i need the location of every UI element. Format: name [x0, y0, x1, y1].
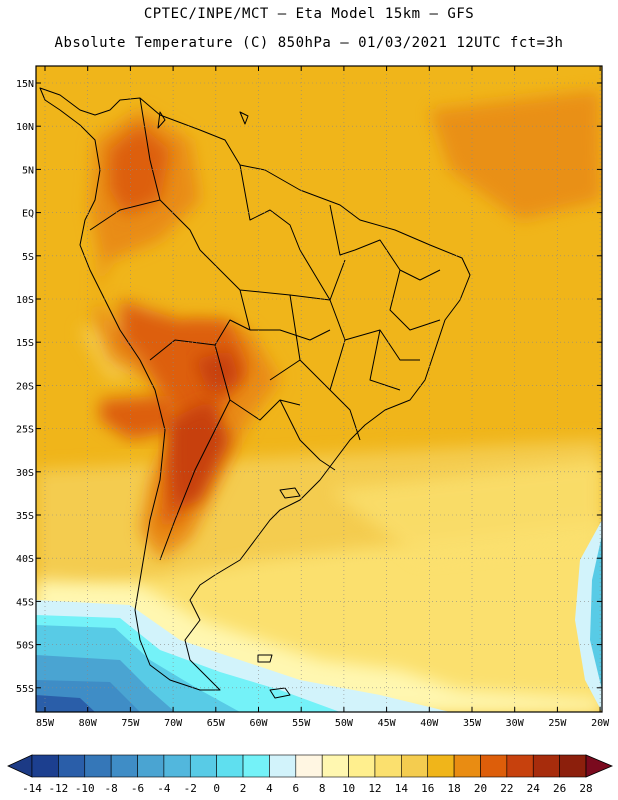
chart-title-line1: CPTEC/INPE/MCT – Eta Model 15km – GFS: [143, 6, 475, 22]
lat-label: EQ: [22, 209, 34, 220]
lon-label: 65W: [207, 718, 226, 729]
colorbar: [7, 754, 614, 778]
lon-label: 75W: [121, 718, 140, 729]
lat-label: 15S: [16, 338, 34, 349]
lon-label: 25W: [548, 718, 567, 729]
colorbar-swatch: [242, 754, 270, 778]
islands: [157, 111, 301, 699]
colorbar-label: 24: [526, 782, 540, 795]
lon-label: 40W: [420, 718, 439, 729]
colorbar-label: 8: [318, 782, 326, 795]
colorbar-swatch: [137, 754, 165, 778]
lat-label: 30S: [16, 468, 34, 479]
colorbar-swatch: [453, 754, 481, 778]
colorbar-label: 14: [394, 782, 408, 795]
colorbar-label: 16: [421, 782, 435, 795]
lat-label: 35S: [16, 511, 34, 522]
chart-title-line2: Absolute Temperature (C) 850hPa – 01/03/…: [54, 35, 564, 51]
lon-label: 50W: [335, 718, 354, 729]
colorbar-label: -2: [183, 782, 197, 795]
colorbar-swatch: [506, 754, 534, 778]
lat-label: 55S: [16, 684, 34, 695]
colorbar-label: 28: [579, 782, 593, 795]
colorbar-swatch: [480, 754, 508, 778]
lon-label: 35W: [463, 718, 482, 729]
colorbar-swatch: [189, 754, 217, 778]
brazil-state-borders: [269, 239, 441, 441]
colorbar-label: -6: [130, 782, 145, 795]
colorbar-arrow-right: [585, 754, 614, 778]
colorbar-label: -10: [74, 782, 95, 795]
lon-label: 55W: [292, 718, 311, 729]
colorbar-swatch: [348, 754, 376, 778]
colorbar-swatch: [269, 754, 297, 778]
colorbar-label: 0: [213, 782, 220, 795]
colorbar-swatch: [58, 754, 86, 778]
colorbar-label: -4: [157, 782, 171, 795]
colorbar-arrow-left: [7, 754, 33, 778]
lat-label: 50S: [16, 641, 34, 652]
temperature-field: [36, 66, 602, 712]
colorbar-swatch: [321, 754, 349, 778]
colorbar-label: 26: [552, 782, 567, 795]
colorbar-swatch: [295, 754, 323, 778]
lat-label: 5S: [22, 252, 34, 263]
colorbar-swatch: [532, 754, 560, 778]
colorbar-label: -8: [104, 782, 118, 795]
lat-label: 20S: [16, 381, 34, 392]
colorbar-label: 2: [239, 782, 247, 795]
colorbar-label: 10: [341, 782, 356, 795]
colorbar-label: 6: [292, 782, 300, 795]
colorbar-label: 4: [266, 782, 273, 795]
colorbar-label: -14: [22, 782, 42, 795]
colorbar-label: 18: [447, 782, 461, 795]
lon-label: 30W: [506, 718, 525, 729]
colorbar-swatch: [110, 754, 138, 778]
lat-label: 45S: [16, 597, 34, 608]
colorbar-swatch: [163, 754, 191, 778]
lat-label: 5N: [22, 165, 34, 176]
colorbar-label: 20: [473, 782, 488, 795]
lon-label: 20W: [591, 718, 610, 729]
lat-label: 10N: [16, 122, 34, 133]
colorbar-swatch: [84, 754, 112, 778]
axis-ticks: 15N 10N 5N EQ 5S 10S 15S 20S 25S 30S 35S 40S 45S 50S 5…: [16, 66, 610, 729]
lon-label: 85W: [36, 718, 55, 729]
colorbar-label: 12: [368, 782, 382, 795]
lat-label: 40S: [16, 554, 34, 565]
colorbar-swatch: [401, 754, 429, 778]
lat-label: 25S: [16, 425, 34, 436]
colorbar-swatch: [427, 754, 455, 778]
colorbar-swatch: [559, 754, 587, 778]
colorbar-swatch: [374, 754, 402, 778]
lat-label: 15N: [16, 79, 34, 90]
lat-label: 10S: [16, 295, 34, 306]
colorbar-label: 22: [500, 782, 514, 795]
map-frame: [35, 65, 603, 713]
lon-label: 60W: [249, 718, 268, 729]
colorbar-swatch: [216, 754, 244, 778]
border-segments: [89, 97, 356, 561]
lon-label: 45W: [378, 718, 397, 729]
lon-label: 80W: [79, 718, 98, 729]
lon-label: 70W: [164, 718, 183, 729]
colorbar-swatch: [31, 754, 59, 778]
colorbar-label: -12: [48, 782, 69, 795]
